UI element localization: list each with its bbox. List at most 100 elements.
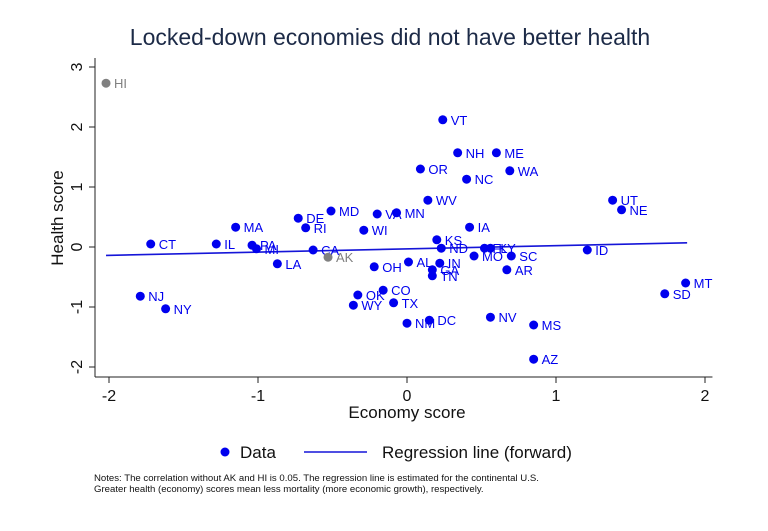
data-point-label-ar: AR (515, 263, 533, 278)
data-point-label-il: IL (224, 237, 235, 252)
data-point-label-dc: DC (437, 313, 456, 328)
y-tick-label: 0 (69, 242, 86, 251)
data-point-label-ut: UT (621, 193, 638, 208)
data-point-ca (308, 245, 318, 255)
data-point-mt (681, 278, 691, 288)
data-point-label-vt: VT (451, 113, 468, 128)
data-point-label-ct: CT (159, 237, 176, 252)
data-point-label-sc: SC (519, 249, 537, 264)
data-point-label-nj: NJ (148, 289, 164, 304)
data-point-il (211, 239, 221, 249)
data-point-ut (608, 195, 618, 205)
data-point-label-az: AZ (542, 352, 559, 367)
data-point-sc (506, 251, 516, 261)
data-point-label-wy: WY (361, 298, 382, 313)
data-point-nm (402, 318, 412, 328)
x-axis-label: Economy score (348, 403, 465, 422)
data-point-label-me: ME (504, 146, 524, 161)
data-point-ct (146, 239, 156, 249)
data-point-la (272, 259, 282, 269)
data-point-label-nd: ND (449, 241, 468, 256)
data-point-mi (252, 244, 262, 254)
data-point-label-al: AL (416, 255, 432, 270)
data-point-tx (389, 298, 399, 308)
data-point-ok (353, 290, 363, 300)
data-point-vt (438, 115, 448, 125)
data-point-oh (369, 262, 379, 272)
axes: -2 -1 0 1 2 -2 -1 0 1 2 3 (69, 58, 713, 405)
data-point-tn (427, 271, 437, 281)
data-point-al (403, 257, 413, 267)
data-point-ne (617, 205, 627, 215)
data-point-label-nm: NM (415, 316, 435, 331)
data-point-label-mo: MO (482, 249, 503, 264)
y-axis-label: Health score (48, 170, 67, 265)
data-point-label-md: MD (339, 204, 359, 219)
data-point-label-ri: RI (314, 221, 327, 236)
data-point-label-nh: NH (466, 146, 485, 161)
data-point-nd (436, 243, 446, 253)
data-point-label-oh: OH (382, 260, 402, 275)
data-point-label-mn: MN (405, 206, 425, 221)
data-point-label-mi: MI (265, 242, 279, 257)
data-point-dc (424, 315, 434, 325)
x-tick-label: 0 (403, 388, 412, 405)
data-point-label-ga: GA (440, 263, 459, 278)
x-tick-label: 2 (701, 388, 710, 405)
data-point-mo (469, 251, 479, 261)
data-point-ar (502, 265, 512, 275)
legend-regression-label: Regression line (forward) (382, 443, 572, 462)
data-point-label-sd: SD (673, 287, 691, 302)
data-point-label-wv: WV (436, 193, 457, 208)
data-point-ia (465, 222, 475, 232)
data-point-label-ok: OK (366, 288, 385, 303)
data-point-nv (485, 312, 495, 322)
x-tick-label: 1 (552, 388, 561, 405)
data-point-va (372, 209, 382, 219)
data-point-label-va: VA (385, 207, 402, 222)
legend: Data Regression line (forward) (220, 443, 572, 462)
data-point-label-ma: MA (244, 220, 264, 235)
data-point-id (582, 245, 592, 255)
data-point-wv (423, 195, 433, 205)
data-point-ri (301, 223, 311, 233)
data-point-wa (505, 166, 515, 176)
data-point-ks (432, 235, 442, 245)
data-point-sd (660, 289, 670, 299)
data-point-label-la: LA (285, 257, 301, 272)
data-point-label-nc: NC (475, 172, 494, 187)
chart-notes: Notes: The correlation without AK and HI… (94, 473, 539, 495)
data-point-ak (323, 252, 333, 262)
data-point-ma (231, 222, 241, 232)
data-point-in (435, 258, 445, 268)
data-point-me (491, 148, 501, 158)
data-point-ms (529, 320, 539, 330)
data-point-nj (135, 291, 145, 301)
data-point-label-ms: MS (542, 318, 562, 333)
note-line-1: Notes: The correlation without AK and HI… (94, 473, 539, 484)
data-point-label-de: DE (306, 211, 324, 226)
data-point-label-ne: NE (630, 203, 648, 218)
y-tick-label: -2 (69, 360, 86, 374)
data-point-label-hi: HI (114, 76, 127, 91)
data-point-nh (453, 148, 463, 158)
data-point-label-ak: AK (336, 250, 354, 265)
data-point-label-tn: TN (440, 269, 457, 284)
data-point-label-fl: FL (492, 241, 507, 256)
data-point-label-or: OR (428, 162, 448, 177)
data-point-label-wa: WA (518, 164, 539, 179)
x-tick-label: -1 (251, 388, 265, 405)
data-point-hi (101, 78, 111, 88)
data-point-de (293, 213, 303, 223)
data-point-co (378, 285, 388, 295)
chart-title: Locked-down economies did not have bette… (130, 24, 650, 50)
data-point-label-id: ID (595, 243, 608, 258)
data-point-mn (392, 208, 402, 218)
data-point-ky (485, 243, 495, 253)
data-point-label-tx: TX (402, 296, 419, 311)
data-point-or (415, 164, 425, 174)
y-tick-label: 2 (69, 122, 86, 131)
data-point-label-pa: PA (260, 238, 277, 253)
data-point-md (326, 206, 336, 216)
